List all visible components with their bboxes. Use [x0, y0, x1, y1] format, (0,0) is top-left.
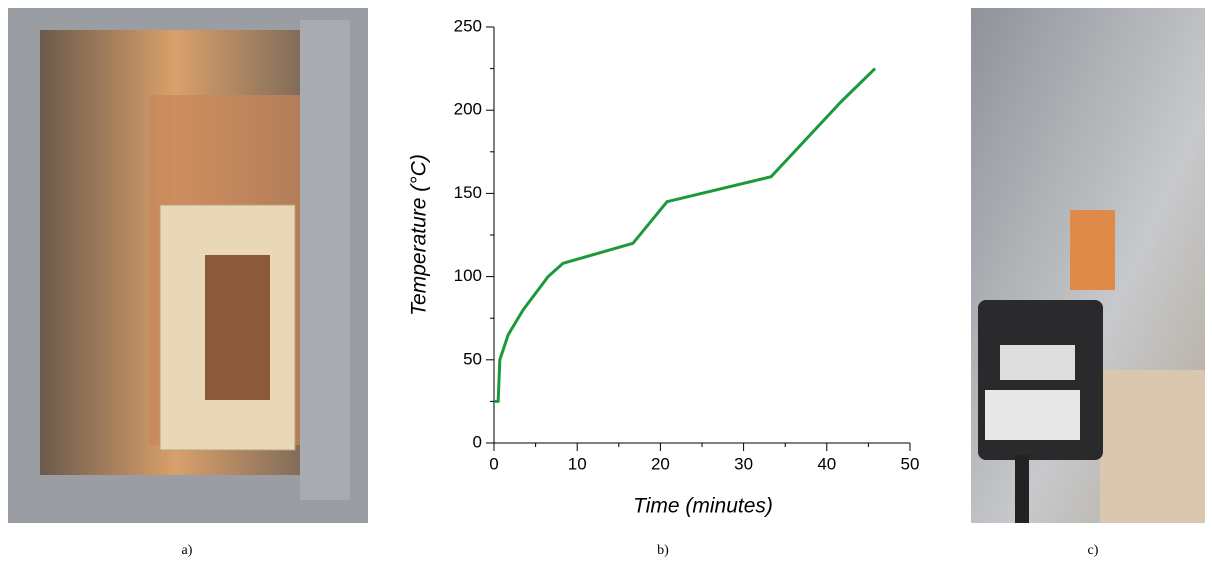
x-axis-label: Time (minutes) [633, 495, 773, 518]
y-tick-label: 150 [454, 183, 482, 202]
panel-label: b) [657, 543, 669, 558]
photo-oven [8, 8, 368, 523]
y-tick-label: 250 [454, 16, 482, 35]
y-tick-label: 0 [473, 432, 482, 451]
x-tick-label: 20 [651, 454, 670, 473]
panel-label: c) [1088, 543, 1099, 558]
y-tick-label: 200 [454, 100, 482, 119]
y-tick-label: 50 [463, 349, 482, 368]
photo-camera [971, 8, 1205, 523]
x-tick-label: 40 [817, 454, 836, 473]
x-tick-label: 50 [901, 454, 920, 473]
x-tick-label: 30 [734, 454, 753, 473]
y-axis-label: Temperature (°C) [408, 154, 431, 316]
x-tick-label: 10 [568, 454, 587, 473]
panel-label: a) [182, 543, 193, 558]
y-tick-label: 100 [454, 266, 482, 285]
data-line [494, 67, 877, 403]
plot: 0 50 100 150 200 250 0 10 20 30 40 50 [454, 16, 920, 473]
x-tick-label: 0 [489, 454, 498, 473]
